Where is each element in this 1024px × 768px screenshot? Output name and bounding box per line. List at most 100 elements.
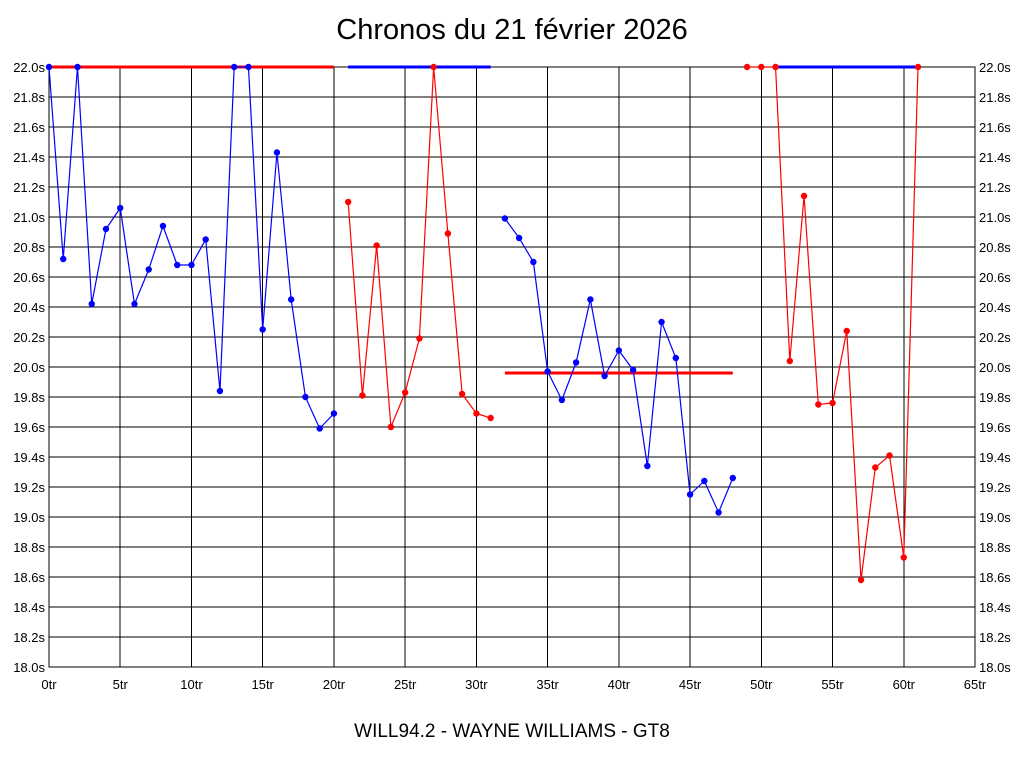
y-tick-label-left: 19.8s <box>13 390 45 405</box>
data-point <box>772 63 779 71</box>
data-point <box>273 149 281 156</box>
y-tick-label-right: 20.8s <box>979 240 1011 255</box>
data-point <box>644 462 651 470</box>
y-tick-label-left: 21.4s <box>13 150 45 165</box>
data-point <box>701 477 708 485</box>
data-point <box>359 392 366 399</box>
y-tick-label-right: 18.8s <box>979 540 1011 555</box>
y-tick-label-right: 19.2s <box>979 480 1011 495</box>
data-point <box>815 401 822 408</box>
data-point <box>615 347 623 354</box>
data-point <box>259 326 266 333</box>
data-point <box>843 327 850 335</box>
y-tick-label-right: 18.4s <box>979 600 1011 615</box>
y-tick-label-left: 20.8s <box>13 240 45 255</box>
y-tick-label-left: 19.2s <box>13 480 45 495</box>
y-tick-label-right: 21.2s <box>979 180 1011 195</box>
x-tick-label: 35tr <box>536 677 559 692</box>
y-tick-label-left: 18.6s <box>13 570 45 585</box>
data-point <box>430 63 437 71</box>
data-point <box>330 410 338 417</box>
data-point <box>387 423 395 431</box>
y-tick-label-right: 19.8s <box>979 390 1011 405</box>
y-tick-label-left: 20.4s <box>13 300 45 315</box>
data-point <box>900 554 907 561</box>
data-point <box>416 335 423 342</box>
y-tick-label-right: 21.8s <box>979 90 1011 105</box>
data-point <box>544 368 551 375</box>
data-point <box>373 242 380 249</box>
data-point <box>572 359 580 366</box>
data-point <box>287 296 295 303</box>
data-point <box>743 63 751 71</box>
y-tick-label-right: 20.4s <box>979 300 1011 315</box>
data-point <box>458 390 466 398</box>
y-tick-label-right: 20.2s <box>979 330 1011 345</box>
reference-lines <box>49 65 919 375</box>
data-point <box>188 261 195 269</box>
y-tick-label-right: 19.4s <box>979 450 1011 465</box>
y-tick-label-right: 20.0s <box>979 360 1011 375</box>
y-tick-label-right: 18.2s <box>979 630 1011 645</box>
data-point <box>216 387 224 395</box>
grid <box>48 66 976 668</box>
data-point <box>444 230 452 237</box>
x-tick-label: 55tr <box>821 677 844 692</box>
data-point <box>658 318 665 326</box>
data-point <box>530 258 537 266</box>
data-point <box>174 261 181 269</box>
data-point <box>117 204 124 212</box>
data-point <box>401 389 409 396</box>
data-point <box>729 474 737 482</box>
y-tick-label-right: 21.4s <box>979 150 1011 165</box>
plot-border <box>48 66 976 668</box>
x-tick-label: 5tr <box>113 677 129 692</box>
data-point <box>131 300 138 308</box>
data-point <box>914 63 922 71</box>
y-tick-label-right: 18.6s <box>979 570 1011 585</box>
y-tick-label-left: 18.2s <box>13 630 45 645</box>
y-tick-label-left: 21.2s <box>13 180 45 195</box>
x-tick-label: 0tr <box>41 677 57 692</box>
data-point <box>302 393 309 401</box>
data-point <box>145 266 152 273</box>
data-point <box>686 491 694 498</box>
y-tick-label-left: 19.4s <box>13 450 45 465</box>
data-point <box>715 509 722 516</box>
y-tick-label-right: 22.0s <box>979 60 1011 75</box>
data-point <box>857 576 865 584</box>
x-tick-label: 30tr <box>465 677 488 692</box>
y-tick-label-right: 21.6s <box>979 120 1011 135</box>
data-point <box>601 372 608 380</box>
x-tick-label: 60tr <box>893 677 916 692</box>
x-tick-label: 45tr <box>679 677 702 692</box>
y-tick-label-left: 18.4s <box>13 600 45 615</box>
data-point <box>344 198 352 206</box>
data-point <box>872 464 879 471</box>
data-point <box>159 222 167 230</box>
data-point <box>45 63 53 71</box>
data-point <box>316 425 323 432</box>
y-tick-label-left: 18.0s <box>13 660 45 675</box>
axes: 18.0s 18.0s 18.2s 18.2s 18.4s 18.4s 18.6s 18.6s… <box>13 60 1011 692</box>
data-point <box>231 63 238 71</box>
y-tick-label-left: 19.0s <box>13 510 45 525</box>
data-point <box>74 63 81 71</box>
data-point <box>501 215 509 222</box>
x-tick-label: 10tr <box>180 677 203 692</box>
data-point <box>102 225 110 233</box>
data-point <box>245 63 252 71</box>
chart-title: Chronos du 21 février 2026 <box>336 14 688 46</box>
y-tick-label-left: 21.6s <box>13 120 45 135</box>
data-point <box>786 357 793 365</box>
y-tick-label-left: 20.6s <box>13 270 45 285</box>
data-point <box>629 366 637 374</box>
x-tick-label: 20tr <box>323 677 346 692</box>
y-tick-label-left: 20.0s <box>13 360 45 375</box>
x-tick-label: 65tr <box>964 677 987 692</box>
y-tick-label-left: 20.2s <box>13 330 45 345</box>
data-point <box>886 452 893 459</box>
y-tick-label-right: 20.6s <box>979 270 1011 285</box>
